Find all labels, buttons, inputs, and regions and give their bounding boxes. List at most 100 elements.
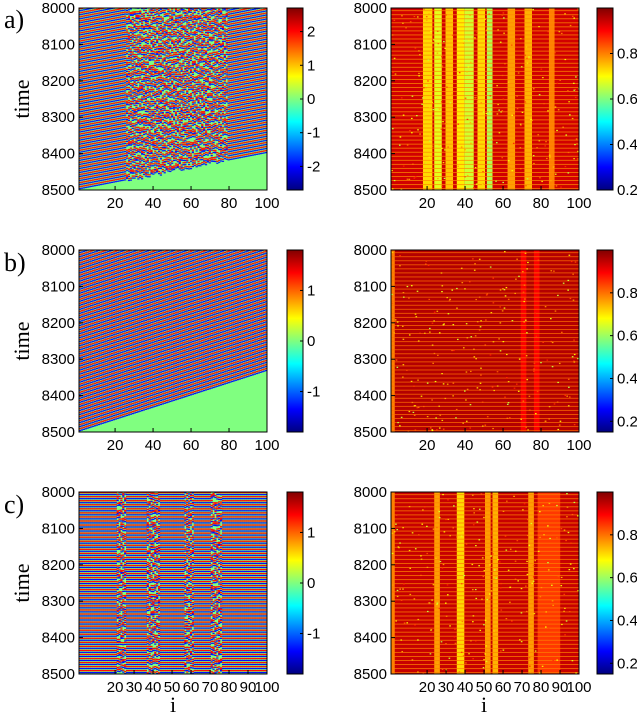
x-tick-label: 60 [183,195,200,212]
colorbar-tick-label: 0.4 [617,370,637,387]
colorbar-tick-label: 0.8 [617,46,637,63]
x-tick-label: 20 [107,195,124,212]
x-tick-label: 50 [164,679,181,696]
x-tick-label: 40 [457,195,474,212]
x-tick-label: 30 [438,679,455,696]
x-tick-label: 60 [495,437,512,454]
x-tick-label: 50 [476,679,493,696]
heatmap-band [507,8,516,190]
y-tick-label: 8200 [42,557,75,574]
heatmap-panel-3: 8000 8100 8200 8300 8400 8500 20 40 60 80 100 time -… [9,242,320,454]
colorbar-tick-label: 0 [307,333,315,350]
y-tick-label: 8400 [354,388,387,405]
plot-frame [390,249,580,433]
heatmap-image [391,250,579,432]
y-tick-label: 8300 [354,109,387,126]
y-tick-label: 8000 [354,484,387,501]
y-tick-label: 8200 [354,73,387,90]
heatmap-image [391,8,579,190]
colorbar-tick-label: 0.8 [617,527,637,544]
heatmap-band [464,8,474,190]
x-tick-label: 80 [221,195,238,212]
x-tick-label: 40 [145,679,162,696]
heatmap-image [79,250,267,432]
heatmap-band [485,492,491,674]
x-tick-label: 80 [221,679,238,696]
colorbar-tick-label: 0 [307,575,315,592]
colorbar [596,249,614,433]
x-tick-label: 60 [183,437,200,454]
heatmap-panel-4: 8000 8100 8200 8300 8400 8500 20 40 60 80 100 0.2 0.… [354,242,637,454]
panel-label-c: c) [4,490,24,519]
heatmap-band [520,250,527,432]
x-tick-label: 90 [552,679,569,696]
colorbar-tick-label: 1 [307,524,315,541]
colorbar-tick-label: 0.2 [617,655,637,672]
heatmap-band [391,250,395,432]
y-tick-label: 8100 [354,36,387,53]
heatmap-panel-6: 8000 8100 8200 8300 8400 8500 20 30 40 50 60 70 80 90… [354,484,637,696]
x-tick-label: 80 [533,437,550,454]
x-tick-label: 40 [457,437,474,454]
colorbar-tick-label: -2 [307,158,320,175]
y-tick-label: 8300 [42,593,75,610]
colorbar-tick-label: -1 [307,125,320,142]
x-tick-label: 100 [254,195,279,212]
heatmap-band [486,8,493,190]
heatmap-band [528,492,534,674]
colorbar-tick-label: 0.6 [617,570,637,587]
plot-frame [390,491,580,675]
x-tick-label: 70 [202,679,219,696]
x-tick-label: 40 [145,437,162,454]
y-axis-label: time [9,321,34,360]
x-tick-label: 100 [254,437,279,454]
heatmap-band [456,492,465,674]
y-tick-label: 8500 [42,182,75,199]
y-axis-label: time [9,563,34,602]
y-tick-label: 8000 [42,0,75,17]
x-tick-label: 80 [221,437,238,454]
y-tick-label: 8100 [354,278,387,295]
y-tick-label: 8200 [42,315,75,332]
x-tick-label: 90 [240,679,257,696]
y-tick-label: 8400 [42,388,75,405]
x-tick-label: 80 [533,195,550,212]
y-axis-label: time [9,79,34,118]
heatmap-band [434,8,442,190]
heatmap-band [492,492,499,674]
heatmap-background [79,8,267,190]
y-tick-label: 8500 [354,182,387,199]
y-tick-label: 8500 [354,424,387,441]
heatmap-band [391,492,395,674]
plot-frame [78,7,268,191]
x-tick-label: 40 [145,195,162,212]
heatmap-panel-2: 8000 8100 8200 8300 8400 8500 20 40 60 80 100 0.2 0.… [354,0,637,212]
heatmap-image [79,8,267,190]
x-tick-label: 20 [419,437,436,454]
x-tick-label: 60 [495,679,512,696]
x-tick-label: 30 [126,679,143,696]
colorbar-tick-label: 0.2 [617,413,637,430]
y-tick-label: 8300 [354,351,387,368]
heatmap-band [434,492,440,674]
y-tick-label: 8400 [354,146,387,163]
colorbar-tick-label: 0.4 [617,137,637,154]
x-tick-label: 60 [183,679,200,696]
x-tick-label: 20 [107,679,124,696]
x-tick-label: 100 [566,679,591,696]
x-tick-label: 70 [514,679,531,696]
y-tick-label: 8300 [42,351,75,368]
plot-frame [78,249,268,433]
y-tick-label: 8300 [354,593,387,610]
heatmap-band [524,8,532,190]
y-tick-label: 8100 [42,278,75,295]
y-tick-label: 8200 [354,557,387,574]
x-axis-label-left: i [170,692,176,717]
x-tick-label: 100 [254,679,279,696]
y-tick-label: 8200 [354,315,387,332]
y-tick-label: 8400 [42,146,75,163]
heatmap-band [477,8,485,190]
heatmap-band [548,8,555,190]
